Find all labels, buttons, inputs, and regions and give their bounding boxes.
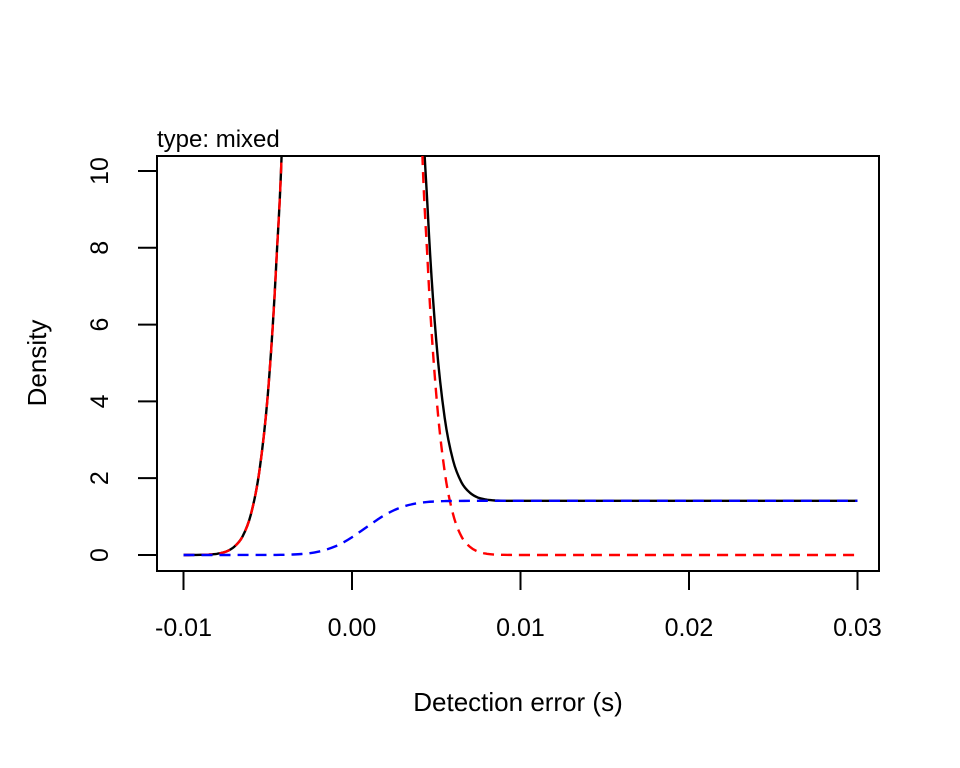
chart-title: type: mixed [157,126,280,153]
black-solid-total-density-curve [183,156,858,557]
red-dashed-component-curve [183,156,858,557]
curves-layer [183,156,858,557]
y-tick-label: 8 [86,241,114,255]
y-axis-label: Density [22,320,52,407]
blue-dashed-component-curve [183,499,858,557]
y-tick-label: 2 [86,471,114,485]
y-tick-label: 0 [86,548,114,562]
plot-box [156,155,880,572]
y-tick-label: 4 [86,394,114,408]
axes-layer: -0.01 0.00 0.01 0.02 0.03 0 2 4 6 8 10 [86,155,882,642]
x-tick-label: -0.01 [155,614,212,642]
x-tick-label: 0.00 [328,614,377,642]
y-tick-label: 10 [86,157,114,185]
y-tick-label: 6 [86,318,114,332]
x-tick-label: 0.03 [833,614,882,642]
x-tick-label: 0.02 [665,614,714,642]
x-axis-label: Detection error (s) [413,687,623,717]
x-tick-label: 0.01 [496,614,545,642]
